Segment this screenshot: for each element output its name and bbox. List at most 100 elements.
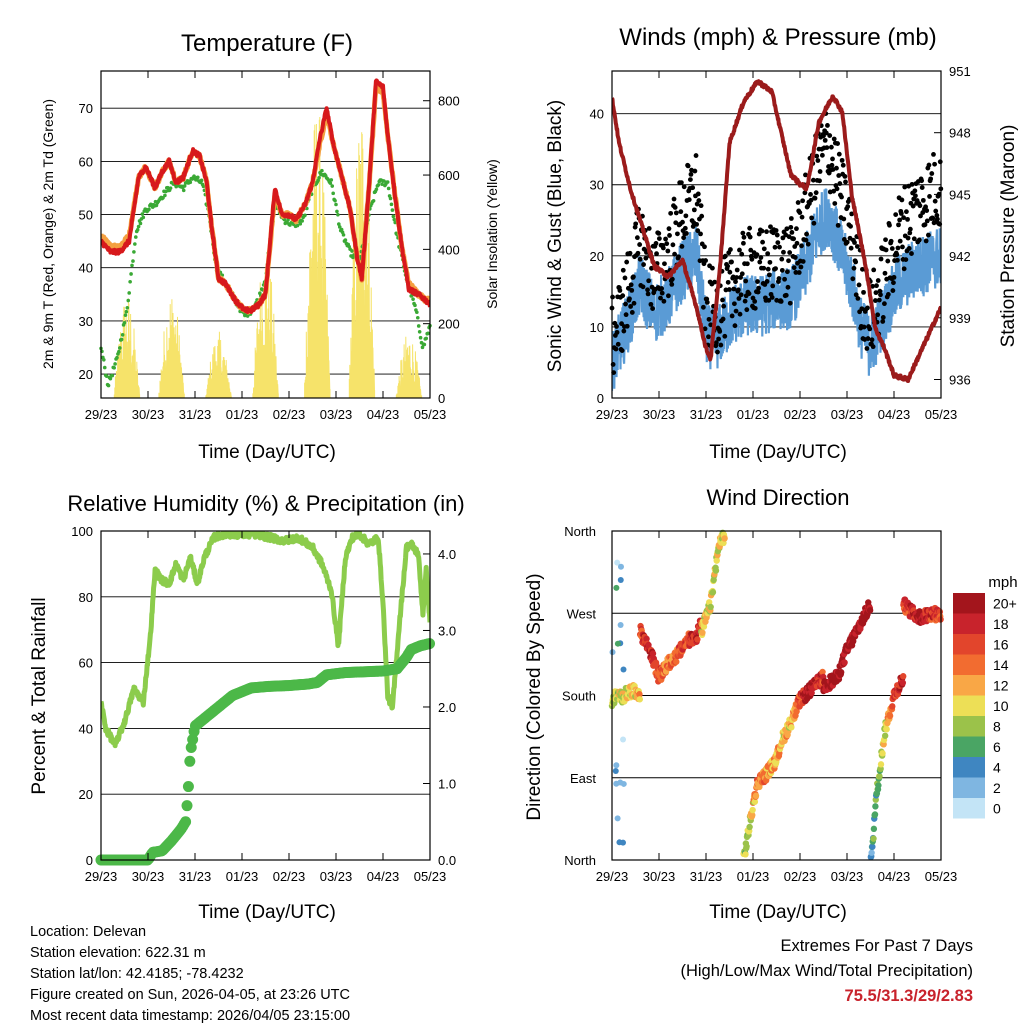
dewpoint-point bbox=[141, 215, 146, 220]
gust-point bbox=[709, 265, 715, 271]
dewpoint-point bbox=[182, 184, 187, 188]
dewpoint-point bbox=[147, 207, 151, 212]
gust-point bbox=[802, 190, 808, 196]
gust-point bbox=[913, 193, 918, 199]
dewpoint-point bbox=[334, 202, 338, 207]
gust-point bbox=[819, 152, 825, 158]
gust-point bbox=[850, 276, 856, 282]
speed-legend-swatch bbox=[953, 593, 985, 614]
dewpoint-point bbox=[110, 373, 115, 378]
dewpoint-point bbox=[320, 168, 324, 173]
dewpoint-point bbox=[380, 182, 384, 187]
winds-xtick-label: 04/23 bbox=[878, 407, 911, 422]
gust-point bbox=[932, 198, 938, 204]
gust-point bbox=[831, 136, 837, 142]
dewpoint-point bbox=[126, 298, 131, 303]
gust-point bbox=[799, 243, 804, 249]
wind-direction-point bbox=[699, 629, 706, 636]
gust-point bbox=[737, 247, 742, 253]
gust-point bbox=[739, 251, 745, 257]
temperature-ytick-label: 30 bbox=[79, 314, 93, 329]
gust-point bbox=[624, 259, 630, 265]
gust-point bbox=[685, 163, 691, 169]
wind-direction-point bbox=[749, 811, 756, 819]
wind-direction-point bbox=[617, 577, 624, 584]
dewpoint-point bbox=[303, 213, 307, 218]
wind-direction-point bbox=[713, 557, 720, 564]
wind-direction-point bbox=[883, 726, 890, 733]
dewpoint-point bbox=[416, 324, 421, 328]
wind-direction-point bbox=[721, 535, 728, 542]
gust-point bbox=[824, 145, 830, 151]
gust-point bbox=[695, 228, 701, 234]
gust-point bbox=[861, 324, 867, 330]
gust-point bbox=[678, 180, 684, 185]
gust-point bbox=[653, 241, 659, 246]
gust-point bbox=[869, 337, 875, 343]
gust-point bbox=[774, 232, 780, 238]
winds-xtick-label: 05/23 bbox=[925, 407, 958, 422]
gust-point bbox=[809, 215, 815, 221]
gust-point bbox=[789, 230, 795, 235]
gust-point bbox=[794, 226, 799, 232]
gust-point bbox=[878, 256, 884, 262]
wind-direction-point bbox=[879, 750, 886, 757]
dewpoint-point bbox=[131, 259, 135, 263]
extremes-subtitle: (High/Low/Max Wind/Total Precipitation) bbox=[680, 962, 973, 980]
winds-ylabel-left: Sonic Wind & Gust (Blue, Black) bbox=[545, 100, 566, 372]
gust-point bbox=[666, 226, 672, 232]
gust-point bbox=[891, 280, 896, 286]
gust-point bbox=[694, 221, 699, 227]
gust-point bbox=[670, 242, 676, 248]
gust-point bbox=[813, 190, 819, 196]
gust-point bbox=[758, 255, 764, 260]
gust-point bbox=[799, 214, 805, 220]
gust-point bbox=[871, 267, 877, 273]
gust-point bbox=[733, 308, 739, 314]
gust-point bbox=[793, 270, 799, 275]
speed-legend-swatch bbox=[953, 654, 985, 675]
dewpoint-point bbox=[417, 329, 422, 334]
gust-point bbox=[663, 236, 668, 242]
gust-point bbox=[623, 301, 628, 307]
gust-point bbox=[721, 303, 727, 309]
dewpoint-point bbox=[106, 383, 111, 388]
temperature-xtick-label: 03/23 bbox=[320, 407, 353, 422]
gust-point bbox=[890, 288, 896, 293]
gust-point bbox=[905, 235, 911, 241]
gust-point bbox=[810, 177, 816, 183]
wind-direction-point bbox=[620, 666, 627, 673]
winds-ytick-right-label: 951 bbox=[949, 64, 971, 79]
wind-direction-xtick-label: 31/23 bbox=[690, 869, 723, 884]
gust-point bbox=[620, 293, 626, 299]
dewpoint-point bbox=[163, 193, 167, 198]
wind-direction-point bbox=[900, 673, 907, 680]
gust-point bbox=[614, 324, 619, 329]
gust-point bbox=[872, 298, 878, 303]
temperature-xtick-label: 02/23 bbox=[273, 407, 306, 422]
wind-direction-xtick-label: 29/23 bbox=[596, 869, 629, 884]
info-recent: Most recent data timestamp: 2026/04/05 2… bbox=[30, 1008, 351, 1024]
precipitation-point bbox=[184, 755, 196, 767]
gust-point bbox=[776, 276, 782, 281]
gust-point bbox=[736, 296, 742, 301]
dewpoint-point bbox=[415, 310, 419, 315]
dewpoint-point bbox=[196, 175, 200, 180]
wind-direction-point bbox=[876, 773, 883, 780]
gust-point bbox=[629, 310, 635, 315]
gust-point bbox=[783, 292, 789, 298]
dewpoint-point bbox=[424, 336, 429, 341]
gust-point bbox=[761, 246, 767, 252]
wind-direction-point bbox=[614, 559, 621, 566]
gust-point bbox=[669, 276, 675, 282]
winds-ytick-right-label: 948 bbox=[949, 126, 971, 141]
gust-point bbox=[814, 153, 820, 159]
gust-point bbox=[641, 262, 646, 267]
gust-point bbox=[744, 307, 750, 313]
gust-point bbox=[687, 177, 693, 183]
speed-legend-label: 2 bbox=[993, 780, 1001, 796]
gust-point bbox=[933, 208, 939, 214]
gust-point bbox=[867, 326, 873, 332]
gust-point bbox=[893, 212, 899, 217]
